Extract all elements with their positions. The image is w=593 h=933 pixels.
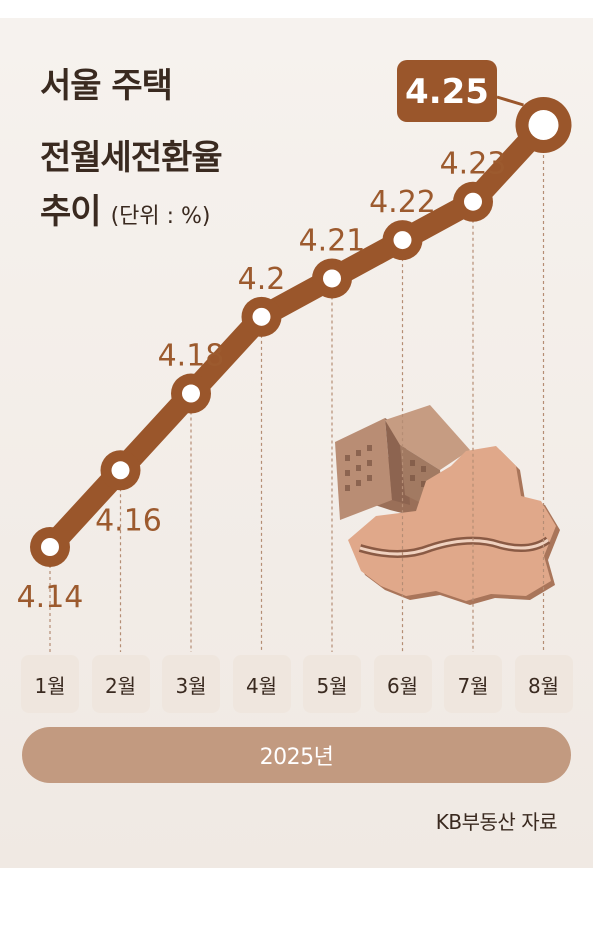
value-label: 4.14	[17, 580, 84, 615]
value-label: 4.16	[95, 503, 162, 538]
data-point-center	[528, 110, 559, 140]
month-label: 4월	[232, 655, 291, 713]
month-label: 8월	[514, 655, 573, 713]
month-label: 1월	[21, 655, 79, 713]
data-point-center	[41, 538, 59, 556]
year-label: 2025년	[259, 745, 334, 770]
data-point-center	[464, 192, 482, 211]
unit-label: (단위 : %)	[110, 204, 211, 229]
data-point-center	[323, 269, 341, 288]
data-point-center	[252, 307, 271, 326]
data-point-center	[393, 231, 412, 250]
value-label: 4.22	[369, 185, 436, 220]
value-label: 4.21	[299, 223, 366, 258]
data-point-center	[111, 461, 130, 480]
last-value-callout: 4.25	[397, 60, 524, 122]
value-label: 4.23	[440, 147, 507, 182]
callout-box	[397, 60, 497, 122]
background-panel	[0, 18, 593, 868]
title-line-3: 추이 (단위 : %)	[40, 184, 211, 233]
title-line-1: 서울 주택	[40, 66, 173, 106]
month-label: 7월	[444, 655, 502, 713]
data-point-center	[182, 384, 200, 403]
seoul-map-illustration	[335, 405, 560, 605]
callout-value: 4.25	[405, 72, 489, 112]
vertical-guide-lines	[49, 125, 545, 652]
title-line-2: 전월세전환율	[40, 138, 223, 178]
month-label: 3월	[162, 655, 220, 713]
callout-pointer	[496, 95, 524, 107]
month-label: 6월	[373, 655, 432, 713]
value-label: 4.18	[158, 339, 225, 374]
value-label: 4.2	[238, 262, 286, 297]
source-note: KB부동산 자료	[435, 810, 558, 834]
month-label: 5월	[303, 655, 361, 713]
title-text-3: 추이	[40, 192, 102, 232]
month-label: 2월	[91, 655, 150, 713]
year-bar: 2025년	[22, 727, 571, 783]
